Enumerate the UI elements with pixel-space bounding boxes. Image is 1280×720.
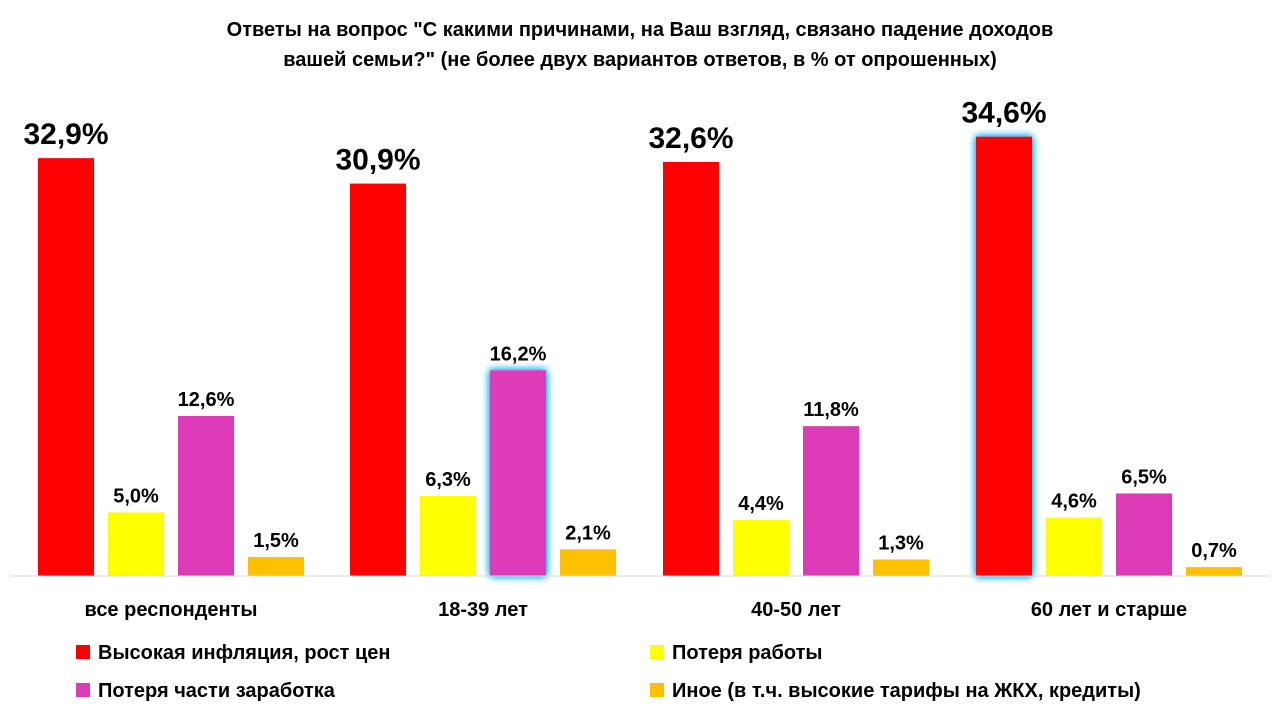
bar-3-3 [1186, 567, 1242, 576]
bars-group [38, 136, 1242, 577]
data-label-0-1: 30,9% [335, 144, 420, 177]
legend-swatch-3 [650, 683, 664, 697]
bar-0-2 [663, 161, 719, 577]
data-label-2-0: 12,6% [178, 389, 235, 411]
legend-swatch-1 [650, 645, 664, 659]
category-label-3: 60 лет и старше [1031, 599, 1187, 621]
data-label-3-3: 0,7% [1191, 540, 1237, 562]
category-label-1: 18-39 лет [438, 599, 528, 621]
category-labels-group: все респонденты 18-39 лет 40-50 лет 60 лет … [85, 599, 1188, 621]
bar-1-0 [108, 512, 164, 576]
data-label-1-1: 6,3% [425, 469, 471, 491]
bar-3-2 [873, 559, 929, 576]
category-label-0: все респонденты [85, 599, 258, 621]
data-label-1-2: 4,4% [738, 493, 784, 515]
bar-2-2 [803, 426, 859, 576]
bar-2-1 [490, 370, 546, 576]
chart-title-line-1: Ответы на вопрос "С какими причинами, на… [227, 19, 1054, 41]
data-label-0-0: 32,9% [23, 118, 108, 151]
bar-3-0 [248, 556, 304, 576]
bar-0-1 [350, 183, 406, 576]
data-label-0-3: 34,6% [961, 97, 1046, 130]
data-label-0-2: 32,6% [648, 122, 733, 155]
data-label-3-2: 1,3% [878, 532, 924, 554]
value-labels-group: 32,9% 5,0% 12,6% 1,5% 30,9% 6,3% 16,2% 2,1% 32,6… [23, 97, 1237, 563]
legend-label-2: Потеря части заработка [98, 680, 336, 702]
legend: Высокая инфляция, рост цен Потеря работы П… [76, 642, 1141, 702]
bar-2-0 [178, 415, 234, 576]
bar-2-3 [1116, 493, 1172, 576]
data-label-3-1: 2,1% [565, 522, 611, 544]
data-label-1-0: 5,0% [113, 486, 159, 508]
chart-title-line-2: вашей семьи?" (не более двух вариантов о… [283, 49, 997, 71]
bar-1-2 [733, 520, 789, 576]
bar-0-3 [976, 136, 1032, 576]
legend-label-0: Высокая инфляция, рост цен [98, 642, 391, 664]
legend-swatch-2 [76, 683, 90, 697]
bar-0-0 [38, 158, 94, 577]
bar-1-1 [420, 495, 476, 576]
bar-1-3 [1046, 517, 1102, 576]
legend-swatch-0 [76, 645, 90, 659]
legend-label-1: Потеря работы [672, 642, 822, 664]
bar-3-1 [560, 549, 616, 576]
data-label-1-3: 4,6% [1051, 491, 1097, 513]
legend-label-3: Иное (в т.ч. высокие тарифы на ЖКХ, кред… [672, 680, 1141, 702]
data-label-3-0: 1,5% [253, 530, 299, 552]
category-label-2: 40-50 лет [751, 599, 841, 621]
data-label-2-2: 11,8% [803, 399, 859, 421]
data-label-2-3: 6,5% [1121, 466, 1167, 488]
data-label-2-1: 16,2% [490, 343, 547, 365]
